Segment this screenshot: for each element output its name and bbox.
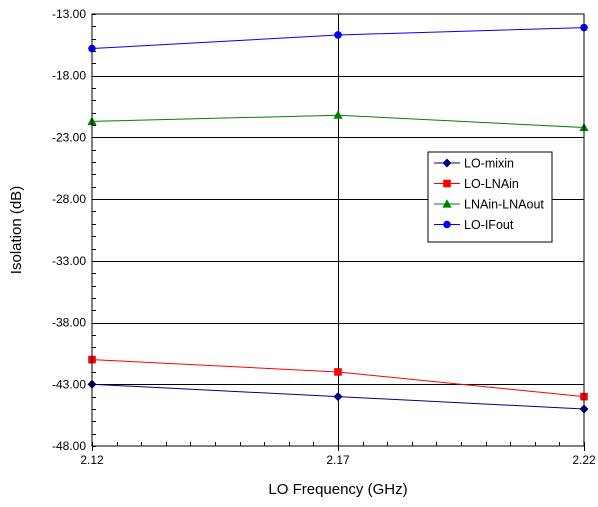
- x-axis-title: LO Frequency (GHz): [268, 481, 407, 498]
- y-tick-label: -38.00: [52, 316, 86, 330]
- x-tick-label: 2.12: [80, 453, 104, 467]
- plot-border: [91, 13, 585, 447]
- data-point-lnain-lnaout: [333, 110, 343, 119]
- legend-item-lo-mixin: LO-mixin: [434, 157, 514, 171]
- legend-item-lo-lnain: LO-LNAin: [434, 177, 519, 191]
- y-tick-label: -33.00: [52, 254, 86, 268]
- data-point-lo-ifout: [334, 31, 342, 39]
- legend-label-lo-lnain: LO-LNAin: [464, 177, 519, 191]
- y-tick-label: -23.00: [52, 130, 86, 144]
- y-axis-title: Isolation (dB): [8, 186, 25, 274]
- legend-item-lnain-lnaout: LNAin-LNAout: [434, 198, 544, 212]
- legend-marker-lo-lnain: [443, 179, 451, 188]
- y-tick-label: -18.00: [52, 69, 86, 83]
- y-tick-label: -48.00: [52, 439, 86, 453]
- legend-item-lo-ifout: LO-IFout: [434, 218, 514, 232]
- y-tick-labels: -13.00 -18.00 -23.00 -28.00 -33.00 -38.00 -43.…: [52, 7, 86, 453]
- legend-marker-lnain-lnaout: [442, 199, 452, 208]
- x-tick-label: 2.17: [326, 453, 350, 467]
- x-tick-label: 2.22: [572, 453, 596, 467]
- data-point-lo-mixin: [333, 392, 343, 402]
- legend-items: LO-mixin LO-LNAin LNAin-LNAout LO-IFout: [434, 157, 544, 232]
- legend-label-lo-mixin: LO-mixin: [464, 157, 514, 171]
- y-tick-label: -13.00: [52, 7, 86, 21]
- legend-marker-lo-ifout: [443, 220, 451, 229]
- legend-label-lnain-lnaout: LNAin-LNAout: [464, 198, 544, 212]
- y-tick-label: -43.00: [52, 377, 86, 391]
- data-point-lo-lnain: [334, 368, 342, 376]
- y-tick-label: -28.00: [52, 192, 86, 206]
- legend: LO-mixin LO-LNAin LNAin-LNAout LO-IFout: [427, 151, 553, 243]
- x-tick-labels: 2.12 2.17 2.22: [80, 453, 596, 467]
- legend-marker-lo-mixin: [442, 158, 452, 168]
- legend-label-lo-ifout: LO-IFout: [464, 218, 514, 232]
